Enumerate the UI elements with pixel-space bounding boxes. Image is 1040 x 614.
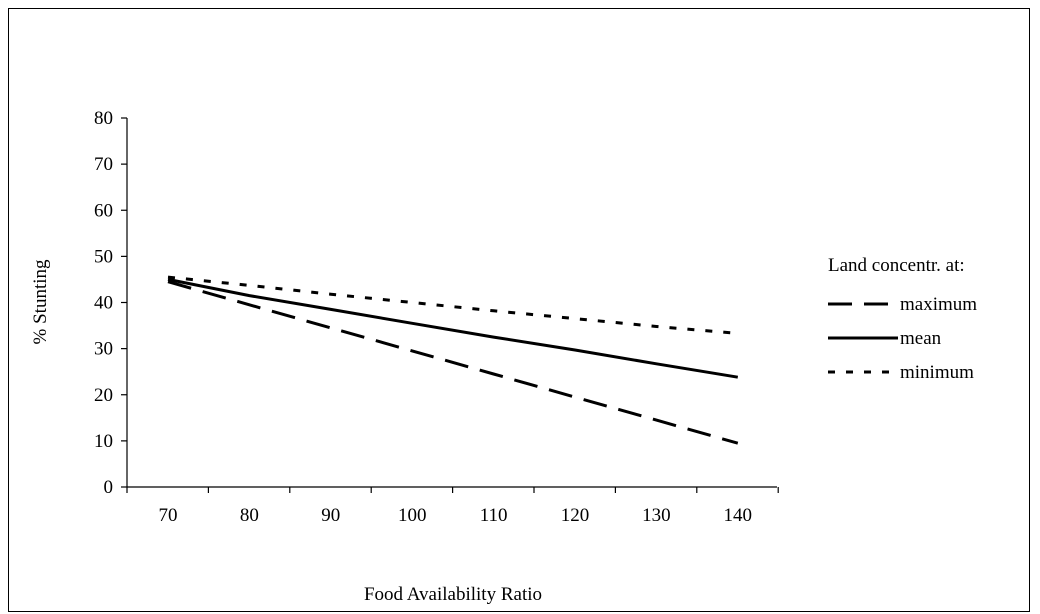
x-tick-label: 100 bbox=[398, 505, 427, 526]
y-tick-label: 60 bbox=[94, 200, 113, 221]
series-line-minimum bbox=[167, 275, 738, 335]
y-tick-label: 70 bbox=[94, 154, 113, 175]
series-lines bbox=[167, 275, 739, 445]
x-tick-label: 90 bbox=[321, 505, 340, 526]
y-tick-label: 30 bbox=[94, 339, 113, 360]
series-line-mean bbox=[167, 277, 739, 379]
y-tick-label: 40 bbox=[94, 293, 113, 314]
y-tick-label: 10 bbox=[94, 431, 113, 452]
x-axis-title: Food Availability Ratio bbox=[364, 584, 542, 605]
legend-label-maximum: maximum bbox=[900, 294, 977, 315]
legend-label-mean: mean bbox=[900, 328, 942, 349]
legend: Land concentr. at: maximum mean minimum bbox=[828, 255, 977, 383]
y-tick-label: 50 bbox=[94, 246, 113, 267]
y-ticks: 0 10 20 30 40 50 60 70 80 bbox=[94, 108, 127, 498]
y-axis-title: % Stunting bbox=[30, 259, 51, 344]
axes bbox=[126, 118, 777, 488]
x-tick-label: 140 bbox=[724, 505, 753, 526]
x-tick-label: 120 bbox=[561, 505, 590, 526]
y-tick-label: 0 bbox=[104, 477, 114, 498]
y-tick-label: 20 bbox=[94, 385, 113, 406]
x-tick-label: 70 bbox=[159, 505, 178, 526]
x-tick-label: 80 bbox=[240, 505, 259, 526]
series-line-maximum bbox=[167, 280, 739, 445]
legend-label-minimum: minimum bbox=[900, 362, 974, 383]
legend-title: Land concentr. at: bbox=[828, 255, 965, 276]
chart-frame bbox=[8, 8, 1030, 612]
y-tick-label: 80 bbox=[94, 108, 113, 129]
x-ticks: 70 80 90 100 110 120 130 140 bbox=[126, 487, 779, 526]
x-tick-label: 130 bbox=[642, 505, 671, 526]
x-tick-label: 110 bbox=[480, 505, 508, 526]
